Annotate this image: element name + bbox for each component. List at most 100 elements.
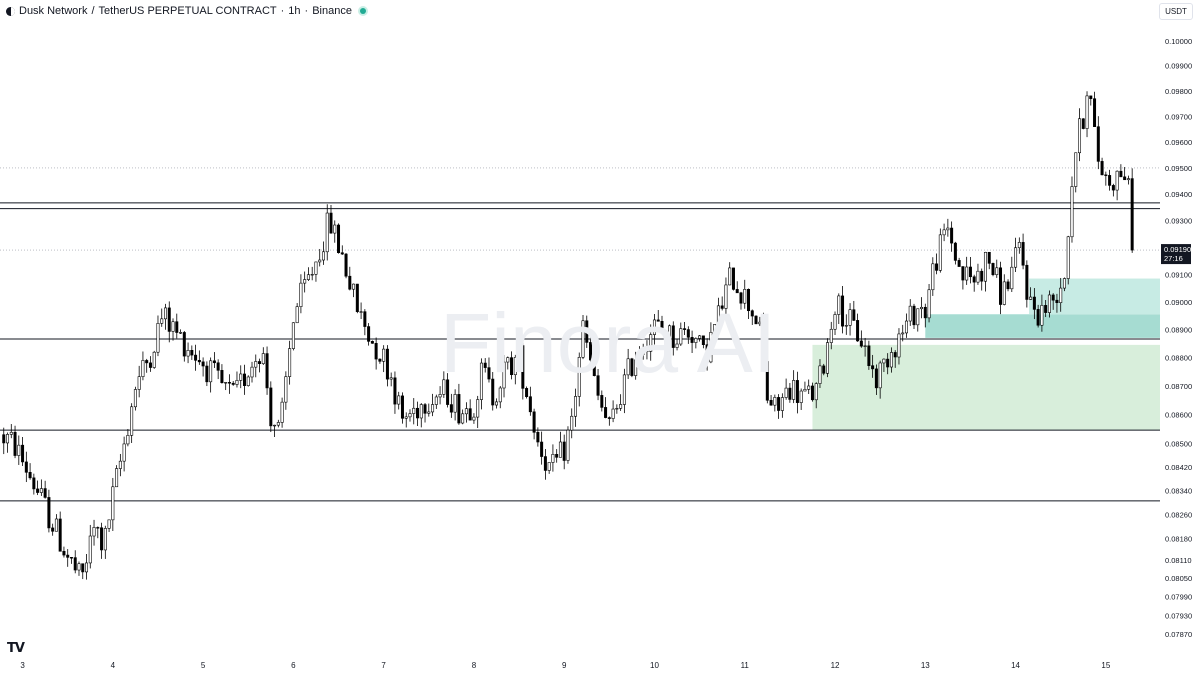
price-tick-label: 0.09800 xyxy=(1165,87,1192,96)
symbol-header[interactable]: Dusk Network / TetherUS PERPETUAL CONTRA… xyxy=(6,4,366,18)
horizontal-levels xyxy=(0,167,1160,502)
candle-body xyxy=(130,406,134,436)
time-tick-label: 5 xyxy=(201,661,206,670)
candle-body xyxy=(622,374,626,405)
candle-body xyxy=(54,518,58,532)
candle-body xyxy=(871,365,875,370)
candle-body xyxy=(261,353,265,364)
price-axis: 0.10000 0.09900 0.09800 0.09700 0.09600 0.095… xyxy=(1165,37,1192,639)
candle-body xyxy=(1010,266,1014,290)
candle-body xyxy=(1029,296,1033,300)
candle-body xyxy=(675,343,679,348)
candle-body xyxy=(660,320,664,333)
candle-body xyxy=(758,321,762,325)
currency-button[interactable]: USDT xyxy=(1159,3,1193,20)
candle-body xyxy=(325,212,329,253)
candle-body xyxy=(100,527,104,551)
candle-body xyxy=(950,227,954,244)
candle-body xyxy=(363,311,367,327)
candle-body xyxy=(983,251,987,282)
candle-body xyxy=(893,352,897,358)
candle-body xyxy=(754,315,758,325)
candle-body xyxy=(239,373,243,381)
candle-body xyxy=(1108,175,1112,186)
candle-body xyxy=(103,528,107,551)
candle-body xyxy=(43,488,47,498)
candle-body xyxy=(506,357,510,363)
candle-body xyxy=(397,395,401,405)
candle-body xyxy=(1123,176,1127,181)
candle-body xyxy=(494,401,498,406)
candle-body xyxy=(242,373,246,386)
candle-body xyxy=(400,395,404,419)
candle-body xyxy=(686,329,690,338)
candle-body xyxy=(197,359,201,363)
candle-body xyxy=(250,366,254,378)
candle-body xyxy=(1044,305,1048,313)
price-tick-label: 0.07930 xyxy=(1165,611,1192,620)
candle-body xyxy=(999,267,1003,305)
candle-body xyxy=(961,266,965,281)
candle-body xyxy=(1062,278,1066,289)
candle-body xyxy=(1093,98,1097,127)
candle-body xyxy=(39,488,43,493)
candle-body xyxy=(536,432,540,443)
price-tick-label: 0.08500 xyxy=(1165,439,1192,448)
candle-body xyxy=(585,320,589,343)
candle-body xyxy=(96,527,100,529)
candle-body xyxy=(901,332,905,335)
candle-body xyxy=(743,288,747,304)
candle-body xyxy=(163,307,167,320)
candle-body xyxy=(412,407,416,414)
candle-body xyxy=(167,307,171,332)
time-tick-label: 13 xyxy=(921,661,930,670)
candle-body xyxy=(987,251,991,264)
candle-body xyxy=(762,321,766,362)
candle-body xyxy=(799,390,803,403)
candle-body xyxy=(878,362,882,389)
candle-body xyxy=(528,396,532,413)
candle-body xyxy=(419,404,423,419)
candle-body xyxy=(118,460,122,469)
tradingview-logo-icon[interactable]: TV xyxy=(7,641,25,656)
time-tick-label: 11 xyxy=(741,661,750,670)
candle-body xyxy=(337,224,341,254)
price-tick-label: 0.08600 xyxy=(1165,410,1192,419)
demand-zone xyxy=(1029,278,1160,315)
candle-body xyxy=(551,454,555,463)
candle-body xyxy=(152,351,156,368)
candle-body xyxy=(107,519,111,529)
candle-body xyxy=(423,404,427,414)
last-price-value: 0.09190 xyxy=(1164,245,1191,254)
symbol-quote: TetherUS PERPETUAL CONTRACT xyxy=(98,5,277,17)
candle-body xyxy=(468,408,472,421)
candle-body xyxy=(88,535,92,564)
candle-body xyxy=(863,345,867,347)
candle-body xyxy=(649,334,653,352)
candle-body xyxy=(1078,118,1082,154)
candle-body xyxy=(991,263,995,276)
candle-body xyxy=(581,320,585,358)
price-tick-label: 0.09100 xyxy=(1165,270,1192,279)
candle-body xyxy=(532,411,536,433)
candle-body xyxy=(656,319,660,322)
candle-body xyxy=(589,342,593,361)
candle-body xyxy=(284,376,288,403)
candle-body xyxy=(62,550,66,556)
candle-body xyxy=(935,263,939,271)
time-tick-label: 14 xyxy=(1011,661,1020,670)
candle-body xyxy=(1040,305,1044,326)
candle-body xyxy=(1085,95,1089,129)
candle-body xyxy=(1074,152,1078,187)
candle-body xyxy=(209,360,213,383)
candle-body xyxy=(179,332,183,334)
candle-body xyxy=(314,261,318,275)
candle-body xyxy=(792,380,796,400)
candle-body xyxy=(818,365,822,384)
candle-body xyxy=(160,318,164,324)
candle-body xyxy=(739,292,743,304)
candle-body xyxy=(630,358,634,376)
candle-body xyxy=(431,404,435,413)
